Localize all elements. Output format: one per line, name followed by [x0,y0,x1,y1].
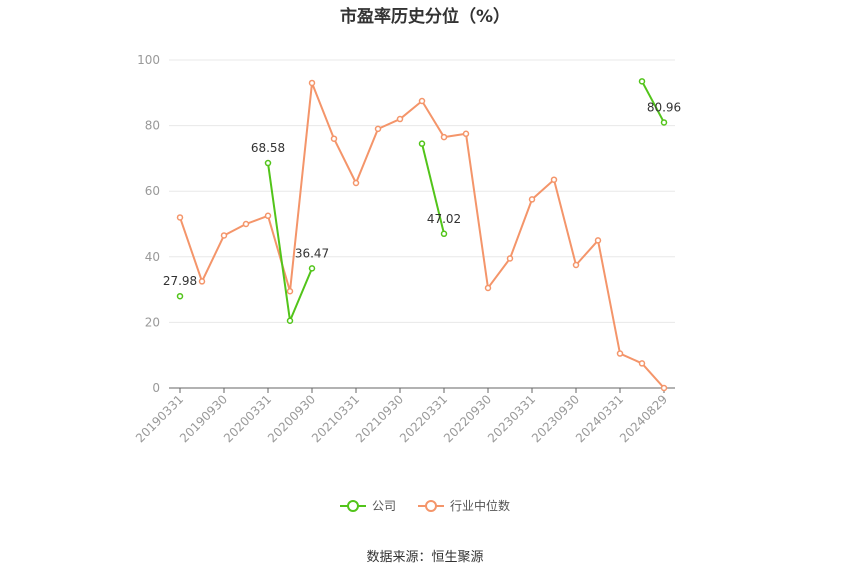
series-industry [176,79,668,392]
series-line [421,143,445,235]
series-company [176,78,668,325]
legend-item-company[interactable]: 公司 [339,497,396,514]
data-point [506,255,514,262]
data-point [638,78,646,85]
data-point [440,133,448,141]
data-point [286,317,294,325]
data-point [572,261,580,269]
data-point [594,237,602,244]
legend-industry-marker-icon [418,499,444,512]
data-point [220,232,228,239]
data-point [198,278,206,285]
data-point [638,360,646,367]
data-label: 36.47 [295,246,329,260]
data-labels: 27.98 68.58 36.47 47.02 80.96 [163,100,681,288]
y-tick-label: 60 [145,184,160,198]
data-label: 68.58 [251,141,285,155]
data-point [264,212,272,220]
data-point [660,119,668,126]
data-point [440,230,448,238]
legend-company-label: 公司 [371,499,396,513]
data-point [374,125,382,133]
data-point [330,135,338,142]
legend-company-marker-icon [339,499,366,512]
y-tick-label: 20 [145,315,160,329]
data-point [308,79,316,87]
data-label: 27.98 [163,274,197,288]
series-line [641,80,665,123]
y-tick-label: 40 [145,250,160,264]
data-point [550,176,558,183]
legend: 公司 行业中位数 [0,497,850,514]
data-point [484,284,492,292]
legend-industry-label: 行业中位数 [450,499,511,513]
legend-item-industry[interactable]: 行业中位数 [418,497,510,514]
series-line [179,81,665,389]
data-point [616,350,624,357]
data-label: 80.96 [647,100,681,114]
y-tick-label: 0 [152,381,160,395]
data-point [286,287,294,295]
data-point [396,115,404,123]
grid [169,59,675,323]
data-point [528,196,536,203]
axes: 0204060801002019033120190930202003312020… [133,53,675,445]
series-layer [176,78,668,392]
data-point [418,140,426,147]
data-point [660,384,668,392]
data-point [176,292,184,300]
data-point [264,159,272,167]
data-point [242,220,250,228]
data-source: 数据来源：恒生聚源 [366,550,484,565]
data-label: 47.02 [427,212,461,226]
data-point [352,179,360,187]
y-tick-label: 80 [145,119,160,133]
data-point [462,130,470,138]
y-tick-label: 100 [137,53,160,67]
data-point [418,97,426,105]
data-point [176,214,184,221]
chart-title: 市盈率历史分位（%） [339,7,511,27]
data-point [308,265,316,272]
x-tick-label: 20240829 [617,392,670,445]
